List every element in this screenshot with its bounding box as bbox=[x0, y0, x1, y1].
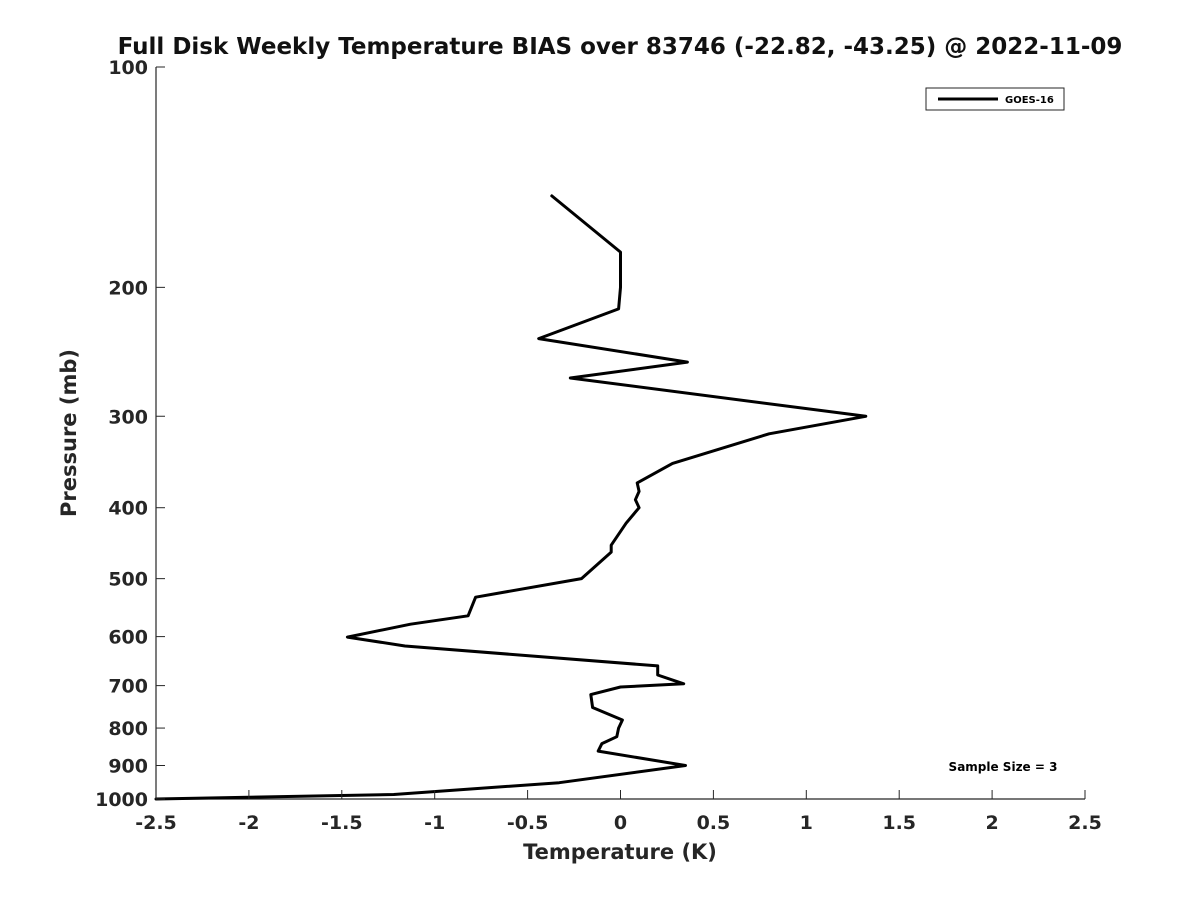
x-axis: -2.5 -2 -1.5 -1 -0.5 0 0.5 1 1.5 2 2.5 bbox=[135, 790, 1102, 834]
sample-size-annotation: Sample Size = 3 bbox=[949, 760, 1058, 774]
y-tick-label: 900 bbox=[108, 756, 148, 778]
x-tick-label: 0 bbox=[614, 812, 627, 834]
y-tick-label: 1000 bbox=[95, 789, 148, 811]
legend-label: GOES-16 bbox=[1005, 95, 1054, 106]
x-tick-label: 2 bbox=[985, 812, 998, 834]
x-tick-label: 2.5 bbox=[1068, 812, 1102, 834]
x-axis-label: Temperature (K) bbox=[523, 840, 717, 864]
y-tick-label: 400 bbox=[108, 498, 148, 520]
x-tick-label: 0.5 bbox=[697, 812, 731, 834]
x-tick-label: -1 bbox=[424, 812, 445, 834]
y-tick-label: 800 bbox=[108, 718, 148, 740]
x-tick-label: -2 bbox=[238, 812, 259, 834]
y-tick-label: 300 bbox=[108, 406, 148, 428]
y-tick-label: 100 bbox=[108, 57, 148, 79]
x-tick-label: 1.5 bbox=[882, 812, 916, 834]
y-axis-label: Pressure (mb) bbox=[57, 349, 81, 517]
chart-title: Full Disk Weekly Temperature BIAS over 8… bbox=[118, 34, 1123, 60]
y-tick-label: 500 bbox=[108, 569, 148, 591]
x-tick-label: -1.5 bbox=[321, 812, 363, 834]
y-tick-label: 600 bbox=[108, 627, 148, 649]
y-axis: 100 200 300 400 500 600 700 800 900 1000 bbox=[95, 57, 165, 811]
x-tick-label: -0.5 bbox=[507, 812, 549, 834]
x-tick-label: 1 bbox=[800, 812, 813, 834]
x-tick-label: -2.5 bbox=[135, 812, 177, 834]
y-tick-label: 200 bbox=[108, 277, 148, 299]
series-line-goes-16 bbox=[154, 194, 868, 801]
y-tick-label: 700 bbox=[108, 676, 148, 698]
legend: GOES-16 bbox=[925, 87, 1065, 111]
